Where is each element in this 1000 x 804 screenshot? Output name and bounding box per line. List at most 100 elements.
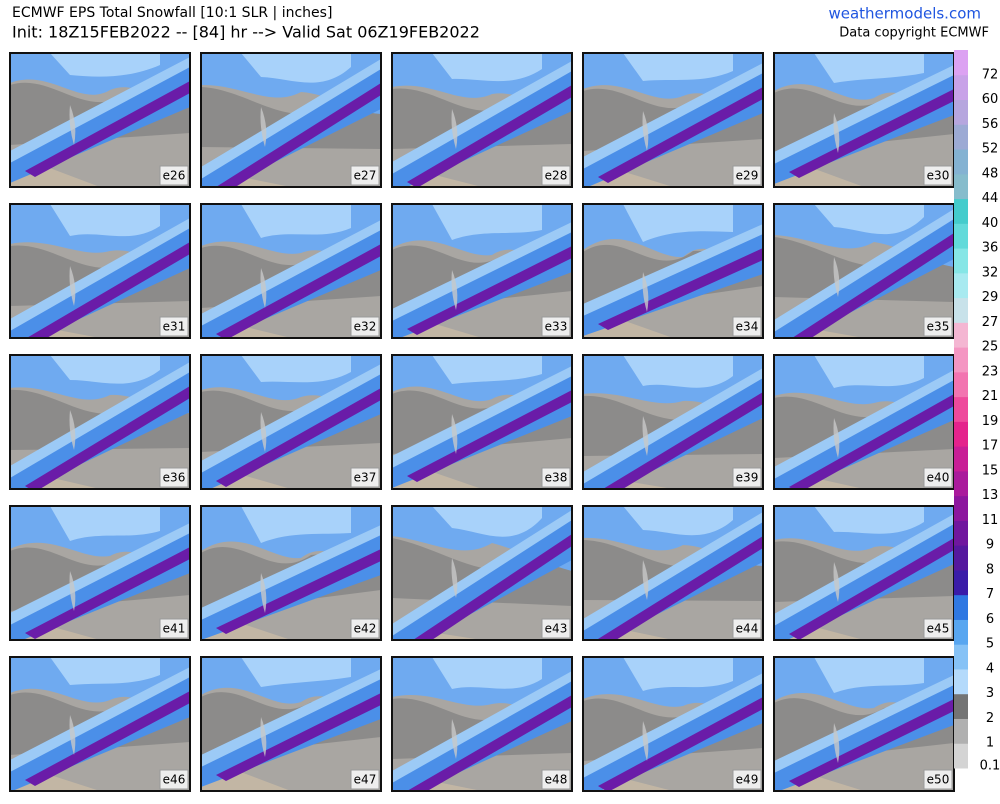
snow-core [216, 693, 381, 781]
colorbar-label: 9 [986, 538, 994, 553]
snow-band-light [774, 370, 954, 479]
member-label: e26 [163, 169, 186, 183]
colorbar-segment [954, 693, 968, 719]
label-box [732, 467, 762, 488]
map-body [201, 204, 381, 338]
colorbar-label: 17 [982, 439, 999, 454]
panel-border [9, 354, 191, 490]
lake [833, 723, 840, 763]
north-snow-light [50, 204, 160, 237]
colorbar-label: 36 [982, 241, 999, 256]
lake [260, 268, 267, 308]
lake [642, 721, 649, 761]
colorbar-segment [954, 421, 968, 447]
snow-band [774, 522, 954, 640]
member-label: e27 [354, 169, 377, 183]
colorbar-segment [954, 569, 968, 596]
snow-band-light [392, 61, 572, 174]
map-panel: e44 [582, 505, 764, 641]
snow-core [789, 699, 954, 787]
panel-border [9, 52, 191, 188]
lake [451, 719, 458, 759]
snow-band-light [583, 368, 763, 484]
map-body [10, 53, 190, 187]
snow-band-light [201, 220, 381, 326]
colorbar-label: 0.1 [980, 759, 1000, 774]
snow-core [598, 87, 763, 183]
label-box [923, 316, 953, 337]
colorbar-label: 6 [986, 612, 994, 627]
colorbar-segment [954, 248, 968, 274]
snow-band [201, 67, 381, 187]
snow-band-light [583, 224, 763, 316]
snow-band [583, 71, 763, 187]
snow-band-light [201, 669, 381, 767]
map-panel: e29 [582, 52, 764, 188]
label-box [350, 165, 380, 186]
snow-core [598, 697, 763, 791]
snow-band [583, 520, 763, 640]
map-body [392, 657, 572, 791]
map-body [201, 506, 381, 640]
member-label: e48 [545, 773, 568, 787]
colorbar-label: 23 [982, 364, 999, 379]
snow-band-light [201, 364, 381, 473]
colorbar-label: 29 [982, 290, 999, 305]
snow-band-light [201, 525, 381, 620]
snow-core [789, 394, 954, 489]
snow-core [407, 695, 572, 791]
label-box [159, 769, 189, 790]
map-body [583, 657, 763, 791]
colorbar-label: 7 [986, 587, 994, 602]
panel-border [391, 354, 573, 490]
member-label: e47 [354, 773, 377, 787]
lake [833, 418, 840, 458]
snow-core [407, 390, 572, 482]
label-box [159, 316, 189, 337]
label-box [159, 165, 189, 186]
map-panel: e33 [391, 203, 573, 339]
snow-band-light [10, 218, 190, 331]
snow-core [25, 691, 190, 786]
label-box [732, 769, 762, 790]
north-snow-light [50, 53, 160, 77]
panel-border [9, 505, 191, 641]
colorbar-label: 1 [986, 736, 994, 751]
north-snow-light [623, 657, 733, 691]
map-body [583, 355, 763, 489]
north-snow-light [623, 355, 733, 388]
panel-border [391, 505, 573, 641]
map-panel: e40 [773, 354, 955, 490]
panel-border [9, 203, 191, 339]
member-label: e38 [545, 471, 568, 485]
panel-border [200, 354, 382, 490]
snow-core [789, 89, 954, 178]
snow-band [392, 374, 572, 488]
colorbar-segment [954, 396, 968, 422]
snow-band [392, 230, 572, 338]
panel-border [391, 203, 573, 339]
snow-core [598, 248, 763, 330]
map-panel: e50 [773, 656, 955, 792]
map-body [583, 204, 763, 338]
map-body [392, 355, 572, 489]
label-box [541, 618, 571, 639]
snow-core [25, 547, 190, 639]
colorbar-segment [954, 272, 968, 299]
snow-band [392, 679, 572, 791]
snow-core [25, 81, 190, 177]
north-snow-light [432, 657, 542, 689]
colorbar-label: 8 [986, 562, 994, 577]
member-label: e30 [927, 169, 950, 183]
panel-border [582, 354, 764, 490]
title: ECMWF EPS Total Snowfall [10:1 SLR | inc… [12, 5, 332, 21]
label-box [923, 769, 953, 790]
member-label: e37 [354, 471, 377, 485]
map-panel: e47 [200, 656, 382, 792]
map-body [774, 355, 954, 489]
snow-core [407, 85, 572, 187]
map-panel: e43 [391, 505, 573, 641]
north-snow-light [623, 53, 733, 81]
lake [260, 412, 267, 452]
map-body [774, 53, 954, 187]
